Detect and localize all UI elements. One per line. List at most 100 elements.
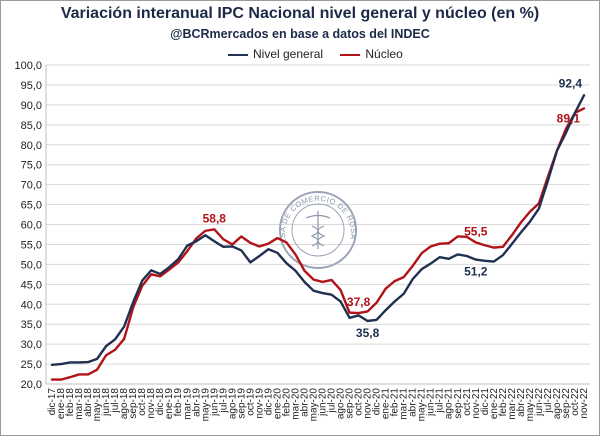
x-tick-label: oct-21 — [462, 388, 473, 416]
x-tick-label: feb-22 — [498, 388, 509, 417]
x-tick-label: abr-18 — [83, 388, 94, 417]
x-tick-label: mar-20 — [290, 388, 301, 420]
x-tick-label: mar-22 — [507, 388, 518, 420]
x-tick-label: jul-19 — [218, 388, 229, 414]
y-tick-label: 90,0 — [21, 100, 42, 112]
x-tick-label: ago-20 — [336, 388, 347, 420]
x-tick-label: jul-18 — [110, 388, 121, 414]
x-tick-label: sep-19 — [236, 388, 247, 419]
x-tick-label: ene-21 — [381, 388, 392, 420]
seal-outer-ring — [279, 191, 357, 269]
x-tick-label: may-18 — [92, 388, 103, 422]
legend-swatch-nivel-general — [228, 53, 248, 57]
x-tick-label: dic-17 — [47, 388, 58, 416]
x-tick-label: mar-21 — [399, 388, 410, 420]
x-tick-label: nov-22 — [579, 388, 590, 419]
x-tick-label: jun-19 — [209, 388, 220, 417]
x-tick-label: jun-22 — [534, 388, 545, 417]
x-tick-label: sep-22 — [561, 388, 572, 419]
x-tick-label: nov-19 — [254, 388, 265, 419]
x-tick-label: abr-20 — [299, 388, 310, 417]
x-tick-label: feb-18 — [65, 388, 76, 417]
x-tick-label: ago-21 — [444, 388, 455, 420]
x-tick-label: may-21 — [417, 388, 428, 422]
x-tick-label: jun-20 — [318, 388, 329, 417]
y-tick-label: 80,0 — [21, 140, 42, 152]
legend-item-nivel-general: Nivel general — [228, 47, 323, 61]
chart-title: Variación interanual IPC Nacional nivel … — [60, 5, 540, 22]
x-tick-label: ene-22 — [489, 388, 500, 420]
data-label: 55,5 — [464, 224, 488, 238]
legend-label-nivel-general: Nivel general — [253, 47, 324, 61]
x-tick-label: may-22 — [525, 388, 536, 422]
x-tick-label: nov-18 — [146, 388, 157, 419]
legend-swatch-nucleo — [340, 53, 361, 57]
x-tick-label: jul-21 — [435, 388, 446, 414]
x-tick-label: nov-20 — [363, 388, 374, 419]
x-tick-label: feb-19 — [173, 388, 184, 417]
x-tick-label: oct-20 — [354, 388, 365, 416]
seal-text: BOLSA DE COMERCIO DE ROSARIO — [0, 0, 358, 244]
x-tick-label: ene-19 — [164, 388, 175, 420]
x-tick-label: oct-18 — [137, 388, 148, 416]
y-tick-label: 50,0 — [21, 259, 42, 271]
x-tick-label: feb-21 — [390, 388, 401, 417]
x-tick-label: jun-18 — [101, 388, 112, 417]
data-label: 35,8 — [356, 326, 380, 340]
legend-item-nucleo: Núcleo — [340, 47, 403, 61]
x-tick-label: ago-22 — [552, 388, 563, 420]
caduceus-icon — [305, 211, 331, 249]
data-label: 89,1 — [557, 111, 581, 125]
x-tick-label: ago-19 — [227, 388, 238, 420]
x-tick-label: dic-18 — [155, 388, 166, 416]
y-tick-label: 75,0 — [21, 160, 42, 172]
legend-label-nucleo: Núcleo — [365, 47, 403, 61]
x-tick-label: may-20 — [308, 388, 319, 422]
y-tick-label: 100,0 — [14, 60, 42, 72]
series-line-nucleo — [50, 107, 586, 381]
x-tick-label: abr-19 — [191, 388, 202, 417]
x-tick-label: ene-20 — [272, 388, 283, 420]
legend: Nivel general Núcleo — [228, 47, 417, 61]
data-label: 92,4 — [559, 76, 583, 90]
x-tick-label: oct-19 — [245, 388, 256, 416]
y-tick-label: 40,0 — [21, 299, 42, 311]
y-axis-ticks: 20,0 25,0 30,0 35,0 40,0 45,0 50,0 55,0 60,0 65,0… — [14, 60, 42, 391]
x-tick-label: sep-18 — [128, 388, 139, 419]
y-tick-label: 60,0 — [21, 220, 42, 232]
x-tick-label: feb-20 — [281, 388, 292, 417]
data-labels: 58,8 37,8 55,5 35,8 51,2 92,4 89,1 — [203, 76, 583, 340]
series-lines — [50, 94, 586, 381]
x-tick-label: dic-21 — [480, 388, 491, 416]
x-tick-label: dic-19 — [263, 388, 274, 416]
x-tick-label: sep-20 — [345, 388, 356, 419]
x-axis-ticks: dic-17ene-18feb-18mar-18abr-18may-18jun-… — [47, 388, 590, 422]
y-tick-label: 65,0 — [21, 200, 42, 212]
x-tick-label: abr-22 — [516, 388, 527, 417]
x-tick-label: oct-22 — [570, 388, 581, 416]
series-line-nivel-general — [50, 94, 586, 367]
y-tick-label: 95,0 — [21, 80, 42, 92]
y-tick-label: 20,0 — [21, 379, 42, 391]
x-tick-label: ene-18 — [56, 388, 67, 420]
y-tick-label: 55,0 — [21, 239, 42, 251]
watermark-seal: BOLSA DE COMERCIO DE ROSARIO — [0, 0, 358, 269]
x-tick-label: mar-18 — [74, 388, 85, 420]
seal-inner-ring — [291, 203, 345, 257]
gridlines — [45, 64, 590, 385]
x-tick-label: jul-20 — [327, 388, 338, 414]
y-tick-label: 45,0 — [21, 279, 42, 291]
data-label: 37,8 — [347, 295, 371, 309]
y-tick-label: 70,0 — [21, 180, 42, 192]
x-tick-label: sep-21 — [453, 388, 464, 419]
x-tick-label: jul-22 — [543, 388, 554, 414]
y-tick-label: 30,0 — [21, 339, 42, 351]
y-tick-label: 25,0 — [21, 359, 42, 371]
x-tick-label: nov-21 — [471, 388, 482, 419]
data-label: 51,2 — [464, 265, 488, 279]
data-label: 58,8 — [203, 211, 227, 225]
x-tick-label: jun-21 — [426, 388, 437, 417]
x-tick-label: dic-20 — [372, 388, 383, 416]
x-tick-label: abr-21 — [408, 388, 419, 417]
